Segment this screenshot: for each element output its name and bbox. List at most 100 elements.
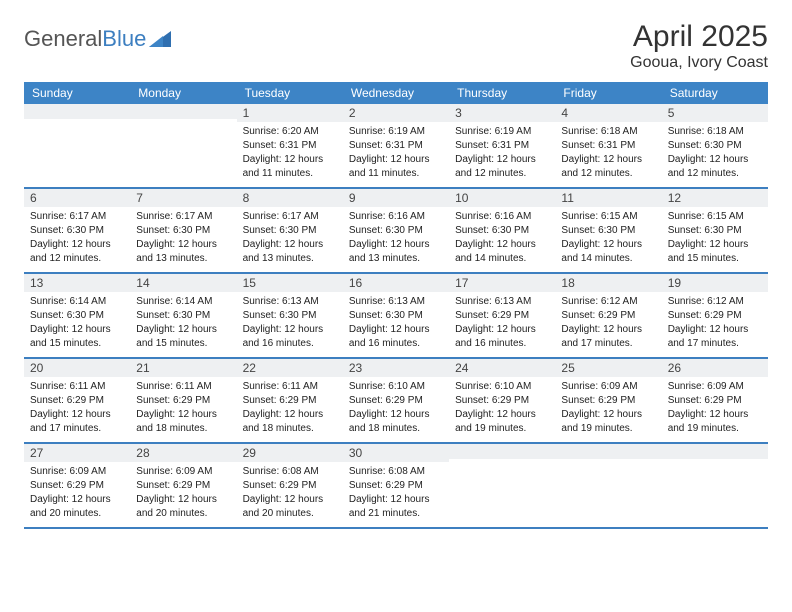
sunset-line: Sunset: 6:30 PM <box>668 139 762 153</box>
daynum-row: 4 <box>555 104 661 122</box>
daynum-row: 6 <box>24 189 130 207</box>
daylight-line: Daylight: 12 hours and 18 minutes. <box>243 408 337 436</box>
sunrise-line: Sunrise: 6:12 AM <box>561 295 655 309</box>
sunset-line: Sunset: 6:30 PM <box>243 224 337 238</box>
daylight-line: Daylight: 12 hours and 18 minutes. <box>136 408 230 436</box>
daynum-row: 30 <box>343 444 449 462</box>
sunset-line: Sunset: 6:29 PM <box>30 479 124 493</box>
day-header-row: SundayMondayTuesdayWednesdayThursdayFrid… <box>24 82 768 104</box>
day-header: Monday <box>130 82 236 104</box>
sunrise-line: Sunrise: 6:09 AM <box>30 465 124 479</box>
sunrise-line: Sunrise: 6:17 AM <box>30 210 124 224</box>
calendar-cell: 8Sunrise: 6:17 AMSunset: 6:30 PMDaylight… <box>237 188 343 273</box>
daylight-line: Daylight: 12 hours and 16 minutes. <box>243 323 337 351</box>
sunrise-line: Sunrise: 6:11 AM <box>30 380 124 394</box>
sunrise-line: Sunrise: 6:13 AM <box>455 295 549 309</box>
daylight-line: Daylight: 12 hours and 17 minutes. <box>668 323 762 351</box>
sunrise-line: Sunrise: 6:17 AM <box>243 210 337 224</box>
sunset-line: Sunset: 6:29 PM <box>30 394 124 408</box>
sunrise-line: Sunrise: 6:09 AM <box>136 465 230 479</box>
daynum-row: 15 <box>237 274 343 292</box>
calendar-cell: 11Sunrise: 6:15 AMSunset: 6:30 PMDayligh… <box>555 188 661 273</box>
calendar-cell: 24Sunrise: 6:10 AMSunset: 6:29 PMDayligh… <box>449 358 555 443</box>
calendar-cell: 27 Sunrise: 6:09 AMSunset: 6:29 PMDayligh… <box>24 443 130 528</box>
sunrise-line: Sunrise: 6:19 AM <box>349 125 443 139</box>
calendar-cell: 28Sunrise: 6:09 AMSunset: 6:29 PMDayligh… <box>130 443 236 528</box>
sunrise-line: Sunrise: 6:18 AM <box>668 125 762 139</box>
daynum-row: 9 <box>343 189 449 207</box>
sunrise-line: Sunrise: 6:08 AM <box>349 465 443 479</box>
daynum-row-empty <box>130 104 236 119</box>
logo-text-2: Blue <box>102 26 146 51</box>
day-header: Saturday <box>662 82 768 104</box>
calendar-cell: 4Sunrise: 6:18 AMSunset: 6:31 PMDaylight… <box>555 104 661 188</box>
daynum-row: 23 <box>343 359 449 377</box>
calendar-cell: 21Sunrise: 6:11 AMSunset: 6:29 PMDayligh… <box>130 358 236 443</box>
calendar-cell: 14Sunrise: 6:14 AMSunset: 6:30 PMDayligh… <box>130 273 236 358</box>
sunset-line: Sunset: 6:30 PM <box>30 224 124 238</box>
daynum-row: 3 <box>449 104 555 122</box>
day-number: 29 <box>243 446 256 460</box>
sunset-line: Sunset: 6:29 PM <box>136 479 230 493</box>
daylight-line: Daylight: 12 hours and 14 minutes. <box>561 238 655 266</box>
daylight-line: Daylight: 12 hours and 12 minutes. <box>455 153 549 181</box>
day-number: 2 <box>349 106 356 120</box>
daynum-row: 13 <box>24 274 130 292</box>
calendar-cell: 9Sunrise: 6:16 AMSunset: 6:30 PMDaylight… <box>343 188 449 273</box>
calendar-row: 20Sunrise: 6:11 AMSunset: 6:29 PMDayligh… <box>24 358 768 443</box>
logo-text-1: General <box>24 26 102 51</box>
day-number: 1 <box>243 106 250 120</box>
sunset-line: Sunset: 6:29 PM <box>243 394 337 408</box>
day-number: 6 <box>30 191 37 205</box>
daynum-row: 22 <box>237 359 343 377</box>
daylight-line: Daylight: 12 hours and 13 minutes. <box>243 238 337 266</box>
daylight-line: Daylight: 12 hours and 16 minutes. <box>455 323 549 351</box>
calendar-cell: 26Sunrise: 6:09 AMSunset: 6:29 PMDayligh… <box>662 358 768 443</box>
calendar-cell: 20Sunrise: 6:11 AMSunset: 6:29 PMDayligh… <box>24 358 130 443</box>
sunset-line: Sunset: 6:30 PM <box>349 309 443 323</box>
calendar-cell <box>449 443 555 528</box>
sunset-line: Sunset: 6:30 PM <box>561 224 655 238</box>
daylight-line: Daylight: 12 hours and 11 minutes. <box>243 153 337 181</box>
day-number: 30 <box>349 446 362 460</box>
day-number: 24 <box>455 361 468 375</box>
sunset-line: Sunset: 6:31 PM <box>455 139 549 153</box>
daylight-line: Daylight: 12 hours and 15 minutes. <box>136 323 230 351</box>
daynum-row-empty <box>555 444 661 459</box>
daylight-line: Daylight: 12 hours and 17 minutes. <box>561 323 655 351</box>
calendar-cell: 13Sunrise: 6:14 AMSunset: 6:30 PMDayligh… <box>24 273 130 358</box>
daynum-row: 24 <box>449 359 555 377</box>
daylight-line: Daylight: 12 hours and 20 minutes. <box>30 493 124 521</box>
day-number: 27 <box>30 446 43 460</box>
calendar-cell <box>130 104 236 188</box>
day-number: 15 <box>243 276 256 290</box>
day-number: 25 <box>561 361 574 375</box>
calendar-cell: 3 Sunrise: 6:19 AMSunset: 6:31 PMDaylight… <box>449 104 555 188</box>
sunrise-line: Sunrise: 6:08 AM <box>243 465 337 479</box>
day-number: 11 <box>561 191 573 205</box>
daynum-row: 17 <box>449 274 555 292</box>
daylight-line: Daylight: 12 hours and 18 minutes. <box>349 408 443 436</box>
day-number: 20 <box>30 361 43 375</box>
calendar-cell: 23Sunrise: 6:10 AMSunset: 6:29 PMDayligh… <box>343 358 449 443</box>
daynum-row: 29 <box>237 444 343 462</box>
daylight-line: Daylight: 12 hours and 13 minutes. <box>349 238 443 266</box>
calendar-cell <box>24 104 130 188</box>
calendar-cell <box>662 443 768 528</box>
daylight-line: Daylight: 12 hours and 12 minutes. <box>30 238 124 266</box>
sunrise-line: Sunrise: 6:13 AM <box>243 295 337 309</box>
daylight-line: Daylight: 12 hours and 20 minutes. <box>243 493 337 521</box>
daynum-row-empty <box>24 104 130 119</box>
day-header: Wednesday <box>343 82 449 104</box>
sunrise-line: Sunrise: 6:20 AM <box>243 125 337 139</box>
triangle-icon <box>149 29 171 50</box>
title-block: April 2025 Gooua, Ivory Coast <box>630 20 768 72</box>
sunset-line: Sunset: 6:29 PM <box>349 394 443 408</box>
calendar-cell: 15Sunrise: 6:13 AMSunset: 6:30 PMDayligh… <box>237 273 343 358</box>
daynum-row: 2 <box>343 104 449 122</box>
daylight-line: Daylight: 12 hours and 13 minutes. <box>136 238 230 266</box>
day-header: Sunday <box>24 82 130 104</box>
sunrise-line: Sunrise: 6:19 AM <box>455 125 549 139</box>
sunset-line: Sunset: 6:30 PM <box>136 309 230 323</box>
day-header: Tuesday <box>237 82 343 104</box>
